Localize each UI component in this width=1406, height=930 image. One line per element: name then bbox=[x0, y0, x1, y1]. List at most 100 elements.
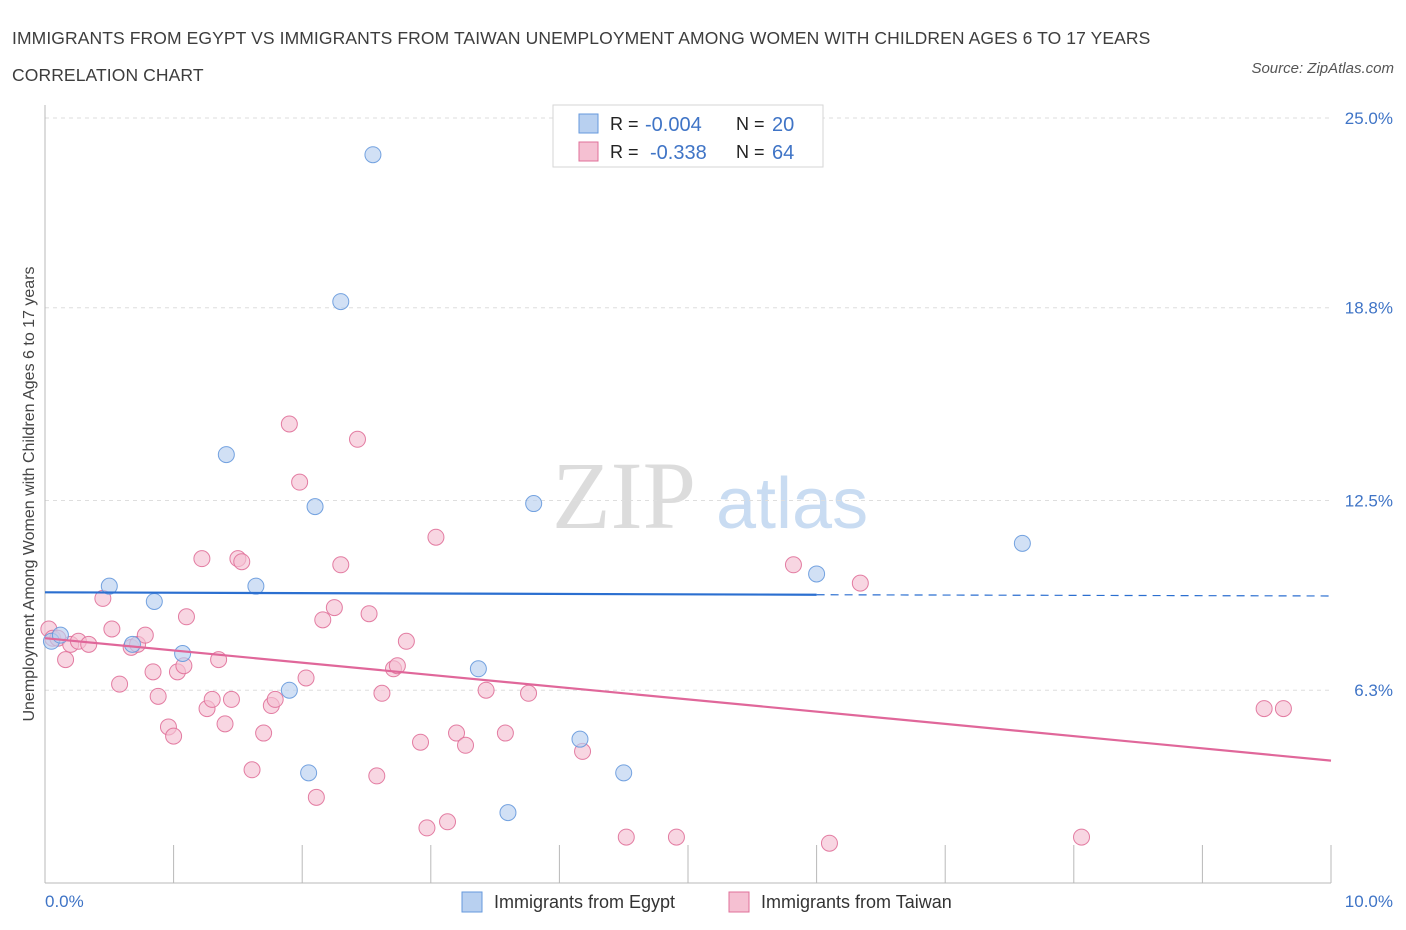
egypt-point-12 bbox=[364, 146, 382, 164]
taiwan-point-60 bbox=[851, 574, 869, 592]
egypt-point-4 bbox=[145, 592, 163, 610]
taiwan-point-46 bbox=[412, 733, 430, 751]
legend-egypt-swatch bbox=[578, 113, 599, 134]
taiwan-point-19 bbox=[177, 608, 195, 626]
legend-taiwan-n-value: 64 bbox=[772, 142, 794, 164]
trend-lines bbox=[44, 591, 1332, 762]
taiwan-point-63 bbox=[1274, 700, 1292, 718]
taiwan-point-57 bbox=[667, 828, 685, 846]
bottom-legend-egypt-swatch bbox=[461, 891, 483, 913]
taiwan-point-58 bbox=[784, 556, 802, 574]
legend-taiwan-r-label: R = bbox=[610, 142, 639, 162]
taiwan-point-24 bbox=[216, 715, 234, 733]
legend-taiwan-n-label: N = bbox=[736, 142, 765, 162]
taiwan-point-20 bbox=[193, 550, 211, 568]
taiwan-point-49 bbox=[439, 813, 457, 831]
y-tick-label-3: 25.0% bbox=[1345, 109, 1393, 128]
taiwan-point-29 bbox=[255, 724, 273, 742]
y-tick-label-1: 12.5% bbox=[1345, 492, 1393, 511]
legend-egypt-r-label: R = bbox=[610, 114, 639, 134]
legend-taiwan-r-value: -0.338 bbox=[650, 142, 707, 164]
taiwan-point-3 bbox=[57, 651, 75, 669]
taiwan-point-39 bbox=[348, 430, 366, 448]
taiwan-point-36 bbox=[314, 611, 332, 629]
taiwan-point-28 bbox=[243, 761, 261, 779]
egypt-point-9 bbox=[306, 498, 324, 516]
taiwan-point-25 bbox=[222, 690, 240, 708]
gridlines bbox=[45, 117, 1331, 691]
bottom-legend-taiwan-label: Immigrants from Taiwan bbox=[761, 892, 952, 912]
legend-taiwan-swatch bbox=[578, 141, 599, 162]
taiwan-point-13 bbox=[144, 663, 162, 681]
watermark-atlas: atlas bbox=[716, 464, 868, 544]
taiwan-point-14 bbox=[149, 687, 167, 705]
egypt-series bbox=[42, 146, 1031, 822]
egypt-point-11 bbox=[332, 293, 350, 311]
y-tick-label-0: 6.3% bbox=[1354, 681, 1393, 700]
legend-egypt-n-label: N = bbox=[736, 114, 765, 134]
bottom-legend-taiwan-swatch bbox=[728, 891, 750, 913]
taiwan-point-8 bbox=[103, 620, 121, 638]
egypt-trend-dashed bbox=[816, 594, 1332, 597]
taiwan-point-33 bbox=[291, 473, 309, 491]
taiwan-point-44 bbox=[388, 657, 406, 675]
egypt-point-6 bbox=[217, 446, 235, 464]
egypt-point-19 bbox=[1013, 534, 1031, 552]
taiwan-point-12 bbox=[136, 626, 154, 644]
egypt-point-17 bbox=[571, 730, 589, 748]
x-tick-label-min: 0.0% bbox=[45, 892, 84, 911]
taiwan-point-22 bbox=[203, 690, 221, 708]
taiwan-point-9 bbox=[111, 675, 129, 693]
taiwan-point-41 bbox=[368, 767, 386, 785]
taiwan-point-50 bbox=[448, 724, 466, 742]
taiwan-point-16 bbox=[165, 727, 183, 745]
x-axis-ticks bbox=[173, 845, 1332, 883]
legend-egypt-n-value: 20 bbox=[772, 114, 794, 136]
taiwan-point-6 bbox=[80, 635, 98, 653]
bottom-legend-egypt-label: Immigrants from Egypt bbox=[494, 892, 675, 912]
taiwan-point-61 bbox=[1073, 828, 1091, 846]
egypt-point-5 bbox=[174, 645, 192, 662]
taiwan-point-40 bbox=[360, 605, 378, 623]
taiwan-point-59 bbox=[820, 834, 838, 852]
egypt-point-13 bbox=[499, 804, 517, 822]
egypt-point-7 bbox=[247, 577, 265, 595]
taiwan-point-27 bbox=[233, 553, 251, 571]
taiwan-point-38 bbox=[332, 556, 350, 574]
taiwan-point-52 bbox=[477, 681, 495, 699]
taiwan-point-42 bbox=[373, 684, 391, 702]
y-tick-label-2: 18.8% bbox=[1345, 299, 1393, 318]
taiwan-point-34 bbox=[297, 669, 315, 687]
taiwan-point-51 bbox=[457, 736, 475, 754]
taiwan-point-48 bbox=[427, 528, 445, 546]
taiwan-point-62 bbox=[1255, 700, 1273, 718]
egypt-point-14 bbox=[469, 660, 487, 678]
taiwan-point-47 bbox=[418, 819, 436, 837]
egypt-point-18 bbox=[808, 565, 826, 583]
egypt-point-3 bbox=[123, 635, 141, 653]
source-label: Source: ZipAtlas.com bbox=[1251, 60, 1394, 77]
chart-title: IMMIGRANTS FROM EGYPT VS IMMIGRANTS FROM… bbox=[12, 28, 1151, 85]
taiwan-point-32 bbox=[280, 415, 298, 433]
egypt-point-8 bbox=[280, 681, 298, 699]
egypt-trend-solid bbox=[44, 591, 817, 596]
taiwan-point-53 bbox=[496, 724, 514, 742]
egypt-point-16 bbox=[615, 764, 633, 782]
taiwan-point-45 bbox=[397, 632, 415, 650]
y-axis-tick-labels: 6.3% 12.5% 18.8% 25.0% bbox=[1345, 109, 1393, 700]
egypt-point-2 bbox=[100, 577, 118, 595]
taiwan-point-31 bbox=[266, 690, 284, 708]
watermark-zip: ZIP bbox=[552, 442, 696, 549]
taiwan-point-35 bbox=[307, 788, 325, 806]
egypt-point-10 bbox=[300, 764, 318, 782]
taiwan-trend bbox=[44, 637, 1332, 762]
taiwan-point-54 bbox=[520, 684, 538, 702]
taiwan-point-37 bbox=[325, 599, 343, 617]
egypt-point-15 bbox=[525, 495, 543, 513]
x-tick-label-max: 10.0% bbox=[1345, 892, 1393, 911]
y-axis-label: Unemployment Among Women with Children A… bbox=[21, 266, 38, 721]
taiwan-point-56 bbox=[617, 828, 635, 846]
legend: R = -0.004 N = 20 R = -0.338 N = 64 bbox=[552, 104, 824, 168]
bottom-legend: Immigrants from Egypt Immigrants from Ta… bbox=[461, 891, 952, 913]
